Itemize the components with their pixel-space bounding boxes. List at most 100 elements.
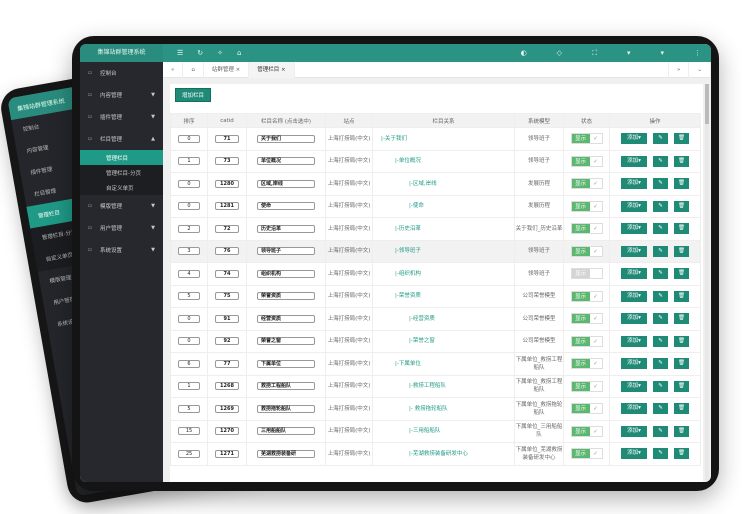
sort-input[interactable]: 3 bbox=[178, 247, 200, 256]
column-relation-link[interactable]: |-领导班子 bbox=[372, 239, 515, 263]
catid-input[interactable]: 1270 bbox=[215, 427, 239, 436]
status-toggle[interactable]: 显示✓ bbox=[570, 133, 603, 145]
edit-icon[interactable]: ✎ bbox=[653, 133, 668, 145]
sort-input[interactable]: 4 bbox=[178, 269, 200, 278]
column-name-input[interactable]: 区域,岸线 bbox=[257, 179, 315, 188]
delete-icon[interactable]: 🗑 bbox=[674, 448, 689, 460]
sort-input[interactable]: 15 bbox=[178, 427, 200, 436]
add-dropdown-button[interactable]: 添加▾ bbox=[621, 223, 647, 235]
sort-input[interactable]: 0 bbox=[178, 314, 200, 323]
edit-icon[interactable]: ✎ bbox=[653, 448, 668, 460]
delete-icon[interactable]: 🗑 bbox=[674, 290, 689, 302]
status-toggle[interactable]: 显示✓ bbox=[570, 448, 603, 460]
sort-input[interactable]: 5 bbox=[178, 292, 200, 301]
column-relation-link[interactable]: |-芜湖救捞装备研发中心 bbox=[372, 442, 515, 466]
column-name-input[interactable]: 历史沿革 bbox=[257, 224, 315, 233]
status-toggle[interactable]: 显示✓ bbox=[570, 313, 603, 325]
tag-icon[interactable]: ◇ bbox=[556, 48, 563, 57]
status-toggle[interactable]: 显示✓ bbox=[570, 268, 603, 280]
sort-input[interactable]: 0 bbox=[178, 337, 200, 346]
catid-input[interactable]: 1281 bbox=[215, 202, 239, 211]
scrollbar[interactable] bbox=[705, 84, 709, 480]
add-dropdown-button[interactable]: 添加▾ bbox=[621, 133, 647, 145]
add-dropdown-button[interactable]: 添加▾ bbox=[621, 268, 647, 280]
add-dropdown-button[interactable]: 添加▾ bbox=[621, 290, 647, 302]
edit-icon[interactable]: ✎ bbox=[653, 425, 668, 437]
language-dropdown[interactable]: ▾ bbox=[626, 48, 631, 57]
sidebar-item[interactable]: 自定义单页 bbox=[80, 180, 163, 195]
column-name-input[interactable]: 芜湖救捞装备研 bbox=[257, 449, 315, 458]
column-name-input[interactable]: 救捞拖轮船队 bbox=[257, 404, 315, 413]
delete-icon[interactable]: 🗑 bbox=[674, 313, 689, 325]
add-dropdown-button[interactable]: 添加▾ bbox=[621, 200, 647, 212]
delete-icon[interactable]: 🗑 bbox=[674, 335, 689, 347]
status-toggle[interactable]: 显示✓ bbox=[570, 178, 603, 190]
delete-icon[interactable]: 🗑 bbox=[674, 200, 689, 212]
delete-icon[interactable]: 🗑 bbox=[674, 155, 689, 167]
theme-icon[interactable]: ◐ bbox=[520, 48, 527, 57]
edit-icon[interactable]: ✎ bbox=[653, 335, 668, 347]
add-dropdown-button[interactable]: 添加▾ bbox=[621, 448, 647, 460]
add-dropdown-button[interactable]: 添加▾ bbox=[621, 403, 647, 415]
column-relation-link[interactable]: |-区域,岸线 bbox=[372, 172, 515, 196]
catid-input[interactable]: 76 bbox=[215, 247, 239, 256]
status-toggle[interactable]: 显示✓ bbox=[570, 290, 603, 302]
home-icon[interactable]: ⌂ bbox=[237, 49, 242, 57]
column-relation-link[interactable]: |-荣誉之窗 bbox=[372, 329, 515, 353]
status-toggle[interactable]: 显示✓ bbox=[570, 200, 603, 212]
delete-icon[interactable]: 🗑 bbox=[674, 403, 689, 415]
status-toggle[interactable]: 显示✓ bbox=[570, 425, 603, 437]
delete-icon[interactable]: 🗑 bbox=[674, 380, 689, 392]
sort-input[interactable]: 0 bbox=[178, 179, 200, 188]
tab-home-icon[interactable]: ⌂ bbox=[183, 61, 204, 78]
catid-input[interactable]: 73 bbox=[215, 157, 239, 166]
column-relation-link[interactable]: |-救捞工程船队 bbox=[372, 374, 515, 398]
catid-input[interactable]: 92 bbox=[215, 337, 239, 346]
status-toggle[interactable]: 显示✓ bbox=[570, 223, 603, 235]
column-relation-link[interactable]: |- 救捞拖轮船队 bbox=[372, 397, 515, 421]
edit-icon[interactable]: ✎ bbox=[653, 358, 668, 370]
edit-icon[interactable]: ✎ bbox=[653, 380, 668, 392]
add-dropdown-button[interactable]: 添加▾ bbox=[621, 380, 647, 392]
sidebar-item[interactable]: ▫ 控制台 bbox=[80, 62, 163, 84]
column-name-input[interactable]: 三用船船队 bbox=[257, 427, 315, 436]
column-relation-link[interactable]: |-单位概况 bbox=[372, 149, 515, 173]
edit-icon[interactable]: ✎ bbox=[653, 155, 668, 167]
delete-icon[interactable]: 🗑 bbox=[674, 223, 689, 235]
edit-icon[interactable]: ✎ bbox=[653, 223, 668, 235]
delete-icon[interactable]: 🗑 bbox=[674, 245, 689, 257]
catid-input[interactable]: 1280 bbox=[215, 179, 239, 188]
sidebar-item[interactable]: ▫ 模版管理 ▼ bbox=[80, 195, 163, 217]
sort-input[interactable]: 1 bbox=[178, 382, 200, 391]
delete-icon[interactable]: 🗑 bbox=[674, 268, 689, 280]
column-relation-link[interactable]: |-三用船船队 bbox=[372, 419, 515, 443]
user-dropdown[interactable]: ▾ bbox=[660, 48, 664, 57]
column-name-input[interactable]: 荣誉资质 bbox=[257, 292, 315, 301]
sort-input[interactable]: 5 bbox=[178, 404, 200, 413]
add-dropdown-button[interactable]: 添加▾ bbox=[621, 425, 647, 437]
sort-input[interactable]: 0 bbox=[178, 134, 200, 143]
delete-icon[interactable]: 🗑 bbox=[674, 425, 689, 437]
catid-input[interactable]: 74 bbox=[215, 269, 239, 278]
edit-icon[interactable]: ✎ bbox=[653, 178, 668, 190]
catid-input[interactable]: 77 bbox=[215, 359, 239, 368]
catid-input[interactable]: 75 bbox=[215, 292, 239, 301]
tabs-menu-icon[interactable]: ⌄ bbox=[689, 61, 711, 78]
column-name-input[interactable]: 经营资质 bbox=[257, 314, 315, 323]
refresh-icon[interactable]: ↻ bbox=[197, 49, 204, 57]
sort-input[interactable]: 0 bbox=[178, 202, 200, 211]
column-relation-link[interactable]: |-使命 bbox=[372, 194, 515, 218]
delete-icon[interactable]: 🗑 bbox=[674, 178, 689, 190]
sort-input[interactable]: 1 bbox=[178, 157, 200, 166]
status-toggle[interactable]: 显示✓ bbox=[570, 155, 603, 167]
edit-icon[interactable]: ✎ bbox=[653, 245, 668, 257]
sidebar-item[interactable]: ▫ 用户管理 ▼ bbox=[80, 217, 163, 239]
column-name-input[interactable]: 使命 bbox=[257, 202, 315, 211]
sort-input[interactable]: 2 bbox=[178, 224, 200, 233]
edit-icon[interactable]: ✎ bbox=[653, 290, 668, 302]
catid-input[interactable]: 71 bbox=[215, 134, 239, 143]
sidebar-item[interactable]: ▫ 插件管理 ▼ bbox=[80, 106, 163, 128]
add-dropdown-button[interactable]: 添加▾ bbox=[621, 358, 647, 370]
add-dropdown-button[interactable]: 添加▾ bbox=[621, 313, 647, 325]
catid-input[interactable]: 1271 bbox=[215, 449, 239, 458]
